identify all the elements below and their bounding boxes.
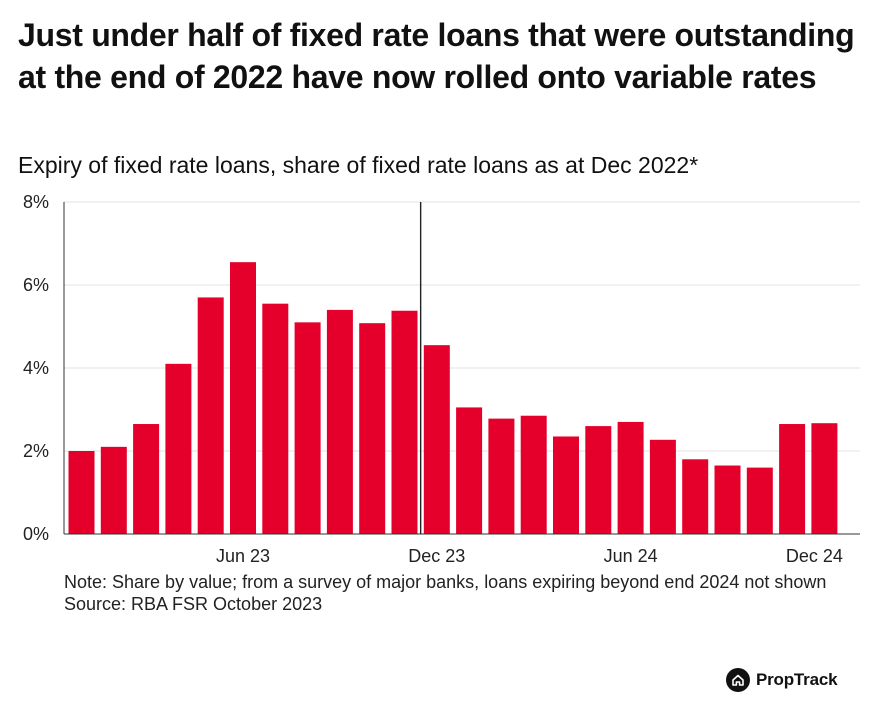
y-tick-label: 2%: [23, 441, 49, 461]
bar-dec-24: [811, 423, 838, 534]
source-text: Source: RBA FSR October 2023: [64, 594, 323, 614]
y-tick-label: 8%: [23, 192, 49, 212]
chart-title: Just under half of fixed rate loans that…: [18, 17, 855, 95]
bar-apr-23: [165, 363, 192, 534]
bar-nov-24: [779, 424, 806, 534]
bar-feb-24: [488, 418, 515, 534]
bar-mar-24: [520, 415, 547, 534]
y-tick-label: 6%: [23, 275, 49, 295]
brand-name: PropTrack: [756, 670, 838, 689]
bar-chart: 0% 2% 4% 6% 8% Jun 23 Dec 23 Jun 24 Dec 24: [23, 192, 860, 566]
x-tick-label: Dec 24: [786, 546, 843, 566]
y-tick-label: 0%: [23, 524, 49, 544]
bar-feb-23: [100, 446, 127, 534]
bar-jul-24: [649, 439, 676, 534]
bar-sep-23: [326, 309, 353, 534]
bar-oct-24: [746, 467, 773, 534]
bar-jul-23: [262, 303, 289, 534]
bar-apr-24: [553, 436, 579, 534]
bar-may-23: [197, 297, 224, 534]
note-text: Note: Share by value; from a survey of m…: [64, 572, 827, 592]
bar-jan-24: [456, 407, 483, 534]
brand-logo: PropTrack: [726, 667, 838, 693]
chart-subtitle: Expiry of fixed rate loans, share of fix…: [18, 152, 699, 178]
chart-notes: Note: Share by value; from a survey of m…: [64, 571, 844, 615]
bar-oct-23: [359, 323, 386, 534]
x-tick-label: Jun 24: [604, 546, 658, 566]
bar-sep-24: [714, 465, 741, 534]
bar-aug-23: [294, 322, 321, 534]
bar-aug-24: [682, 459, 709, 534]
bar-nov-23: [391, 310, 418, 534]
bar-jun-23: [230, 262, 256, 534]
bar-mar-23: [133, 424, 160, 534]
bar-dec-23: [423, 345, 450, 534]
x-tick-label: Jun 23: [216, 546, 270, 566]
bar-may-24: [585, 426, 612, 534]
bar-jun-24: [617, 421, 644, 534]
x-tick-label: Dec 23: [408, 546, 465, 566]
house-icon: [726, 668, 750, 692]
bar-jan-23: [68, 451, 95, 534]
y-tick-label: 4%: [23, 358, 49, 378]
